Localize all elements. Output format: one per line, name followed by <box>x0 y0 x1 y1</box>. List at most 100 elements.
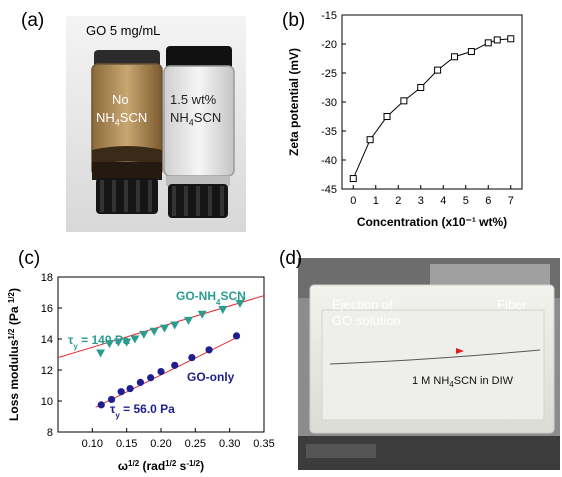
data-point <box>96 349 106 358</box>
data-point <box>349 175 357 183</box>
x-axis-label: ω1/2 (rad1/2 s-1/2) <box>118 459 204 474</box>
data-point <box>434 66 442 74</box>
x-tick-label: 3 <box>418 195 424 207</box>
x-tick-label: 0.25 <box>185 438 206 450</box>
label-rest: = 140 Pa <box>78 333 130 347</box>
ejection-label-1: Ejection of <box>332 297 393 312</box>
y-tick-label: 10 <box>41 396 53 408</box>
fit-line <box>95 335 241 408</box>
y-tick-label: -20 <box>321 39 337 51</box>
vial-header: GO 5 mg/mL <box>86 23 161 38</box>
series-label-go-only: GO-only <box>187 370 235 384</box>
bath-label: 1 M NH4SCN in DIW <box>412 375 514 390</box>
data-point <box>400 97 408 105</box>
fiber-label: Fiber <box>497 297 527 312</box>
label-part: 1/2 <box>7 328 16 340</box>
x-axis-label: Concentration (x10⁻¹ wt%) <box>357 215 507 229</box>
panel-c-label: (c) <box>18 248 41 269</box>
panel-d-label: (d) <box>279 248 303 269</box>
x-tick-label: 5 <box>463 195 469 207</box>
data-point <box>117 388 125 396</box>
data-point <box>218 306 228 315</box>
data-point <box>188 354 196 362</box>
data-point <box>130 335 140 344</box>
y-tick-label: -35 <box>321 126 337 138</box>
data-point <box>97 401 105 409</box>
panel-d: (d) Ejection of GO solution Fiber 1 M NH… <box>279 240 562 477</box>
y-tick-label: -40 <box>321 155 337 167</box>
y-tick-label: -30 <box>321 97 337 109</box>
x-tick-label: 6 <box>485 195 491 207</box>
y-tick-label: -25 <box>321 68 337 80</box>
data-point <box>493 36 501 44</box>
label-rest: = 56.0 Pa <box>120 402 175 416</box>
vial-right-label-1: 1.5 wt% <box>170 92 217 107</box>
y-tick-label: 18 <box>41 272 53 284</box>
subscript: y <box>73 342 78 351</box>
fit-line <box>57 295 265 359</box>
y-tick-label: -15 <box>321 10 337 22</box>
data-point <box>484 39 492 47</box>
y-tick-label: 14 <box>41 334 53 346</box>
data-point <box>126 385 134 393</box>
bath-photo <box>298 258 560 470</box>
yield-stress-label: τy = 56.0 Pa <box>110 402 175 420</box>
vial-right-label-2: NH4SCN <box>170 110 222 128</box>
vial-left-label-1: No <box>112 92 129 107</box>
panel-b-label: (b) <box>282 10 306 31</box>
data-point <box>235 299 245 308</box>
data-point <box>136 378 144 386</box>
data-point <box>467 48 475 56</box>
data-point <box>157 367 165 376</box>
series-label-go-nh4scn: GO-NH4SCN <box>176 289 246 307</box>
x-tick-label: 7 <box>508 195 514 207</box>
data-point <box>139 330 149 339</box>
y-axis-label: Loss modulus1/2 (Pa 1/2) <box>7 288 22 421</box>
loss-modulus-chart: 0.10 0.15 0.20 0.25 0.30 0.35 8 10 12 14 16 18 GO-NH… <box>7 272 275 474</box>
panel-a-label: (a) <box>21 10 45 31</box>
subscript: 4 <box>216 298 221 307</box>
x-tick-label: 0.35 <box>253 438 274 450</box>
x-tick-label: 0 <box>350 195 356 207</box>
label-part: s <box>176 459 186 473</box>
label-part: ω <box>118 459 128 473</box>
data-point <box>383 113 391 120</box>
label-part: ) <box>200 459 204 473</box>
vial-left-label-2: NH4SCN <box>96 110 148 128</box>
label-part: Loss modulus <box>7 339 21 421</box>
y-axis-label: Zeta potential (mV) <box>287 48 301 156</box>
y-tick-label: 12 <box>41 365 53 377</box>
label-part: (Pa <box>7 303 21 328</box>
vial-left <box>91 50 163 214</box>
data-point <box>507 35 515 43</box>
zeta-chart: 0 1 2 3 4 5 6 7 -45 -40 -35 -30 -25 -20 -15 Concentrati… <box>287 10 523 229</box>
data-point <box>107 395 116 404</box>
ejection-label-2: GO solution <box>332 313 401 328</box>
data-point <box>159 324 169 333</box>
label-part: 1/2 <box>128 459 140 468</box>
panel-c: (c) 0.10 0.15 0.20 0.25 0.30 0.35 8 10 12 14 16 18 G… <box>0 240 280 477</box>
data-point <box>183 316 193 325</box>
y-tick-label: 16 <box>41 303 53 315</box>
x-tick-label: 4 <box>440 195 446 207</box>
label-part: 1/2 <box>165 459 177 468</box>
data-point <box>171 361 179 369</box>
label-part: -1/2 <box>186 459 200 468</box>
data-point <box>205 346 213 354</box>
panel-a: (a) <box>0 0 280 240</box>
x-tick-label: 2 <box>395 195 401 207</box>
y-tick-label: -45 <box>321 184 337 196</box>
series-line <box>352 38 511 179</box>
data-point <box>122 338 132 347</box>
data-point <box>105 340 114 349</box>
panel-b: (b) 0 1 2 3 4 5 6 7 -45 -40 -35 -30 -25 -20 -15 Concent… <box>280 0 562 240</box>
x-tick-label: 0.20 <box>150 438 171 450</box>
data-point <box>366 136 374 144</box>
x-tick-label: 0.10 <box>82 438 103 450</box>
data-point <box>147 374 155 382</box>
data-point <box>451 53 458 61</box>
vial-right <box>163 46 235 218</box>
x-tick-label: 1 <box>373 195 379 207</box>
label-part: 1/2 <box>7 291 16 303</box>
data-point <box>113 338 123 347</box>
